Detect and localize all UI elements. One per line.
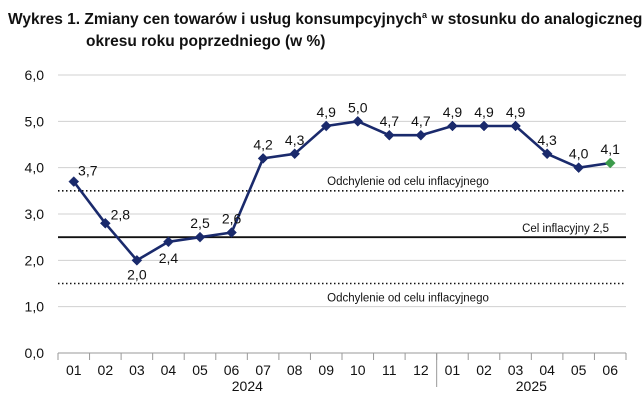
y-tick-label: 1,0 [25,299,45,315]
x-tick-label: 12 [413,362,429,378]
series-group [68,115,616,266]
x-year-label: 2024 [232,378,263,394]
y-tick-label: 2,0 [25,252,45,268]
x-tick-label: 05 [192,362,208,378]
data-point-marker [510,120,521,132]
data-point-marker [131,254,143,266]
data-label: 4,0 [569,146,589,162]
x-tick-label: 04 [539,362,555,378]
data-label: 3,7 [78,163,98,179]
y-tick-label: 5,0 [25,113,45,129]
chart-title: Wykres 1. Zmiany cen towarów i usług kon… [8,4,643,53]
reference-lines: Cel inflacyjny 2,5 Odchylenie od celu inf… [58,176,626,305]
x-tick-label: 06 [602,362,618,378]
series-line [72,120,611,262]
y-axis: 0,0 1,0 2,0 3,0 4,0 5,0 6,0 [25,67,45,361]
gridlines [58,74,626,308]
chart-title-prefix: Wykres 1. Zmiany cen towarów i usług kon… [8,11,423,28]
data-label: 4,3 [285,132,305,148]
y-tick-label: 0,0 [25,345,45,361]
data-label: 4,7 [411,113,431,129]
data-label: 4,9 [506,104,526,120]
deviation-line-label: Odchylenie od celu inflacyjnego [327,176,489,188]
data-label: 2,6 [222,211,242,227]
x-tick-label: 01 [66,362,82,378]
data-label: 4,1 [600,141,620,157]
chart-title-line2: okresu roku poprzedniego (w %) [86,33,326,50]
data-point-marker [604,157,616,169]
data-label: 4,3 [537,132,557,148]
data-point-marker [415,129,427,141]
data-point-marker [257,153,269,164]
x-tick-label: 03 [508,362,524,378]
data-label: 2,0 [127,266,147,282]
x-tick-label: 04 [161,362,177,378]
x-year-label: 2025 [516,378,547,394]
data-point-marker [320,120,332,132]
data-label: 4,7 [380,113,400,129]
x-tick-label: 08 [287,362,303,378]
x-tick-label: 03 [129,362,145,378]
x-tick-label: 09 [318,362,334,378]
x-tick-label: 07 [255,362,271,378]
data-label: 4,2 [253,136,273,152]
data-point-marker [163,236,174,248]
chart-title-suffix: w stosunku do analogicznego [427,11,643,28]
data-label: 4,9 [474,104,494,120]
data-point-marker [541,148,553,160]
x-tick-label: 05 [571,362,587,378]
x-tick-label: 10 [350,362,366,378]
data-point-marker [383,129,395,141]
data-point-marker [352,115,364,127]
data-point-marker [68,176,80,187]
x-tick-label: 06 [224,362,240,378]
deviation-line-label: Odchylenie od celu inflacyjnego [327,293,489,305]
chart-title-superscript: a [422,10,428,20]
data-label: 4,9 [316,104,336,120]
y-tick-label: 4,0 [25,160,45,176]
data-point-marker [194,231,206,243]
data-point-marker [447,120,458,132]
data-label: 2,8 [111,206,131,222]
data-point-marker [478,120,490,132]
data-label: 2,5 [190,215,210,231]
x-axis: 01 02 03 04 05 06 07 08 09 10 11 12 01 02 03 04 05 062024… [57,352,627,394]
x-tick-label: 01 [445,362,461,378]
data-point-marker [289,148,301,160]
data-label: 4,9 [443,104,463,120]
y-tick-label: 3,0 [25,206,45,222]
data-point-marker [226,227,237,238]
data-labels: 3,7 2,8 2,0 2,4 2,5 2,6 4,2 4,3 4,9 5,0 4,7 4,7 4,9 4… [78,99,620,282]
x-tick-label: 11 [382,362,397,378]
target-line-label: Cel inflacyjny 2,5 [522,223,609,235]
y-tick-label: 6,0 [25,67,45,83]
data-label: 5,0 [348,99,368,115]
x-tick-label: 02 [476,362,492,378]
data-point-marker [99,217,111,229]
data-point-marker [573,162,585,174]
x-tick-label: 02 [98,362,114,378]
data-label: 2,4 [159,250,179,266]
chart-title-line1: Wykres 1. Zmiany cen towarów i usług kon… [8,4,643,31]
